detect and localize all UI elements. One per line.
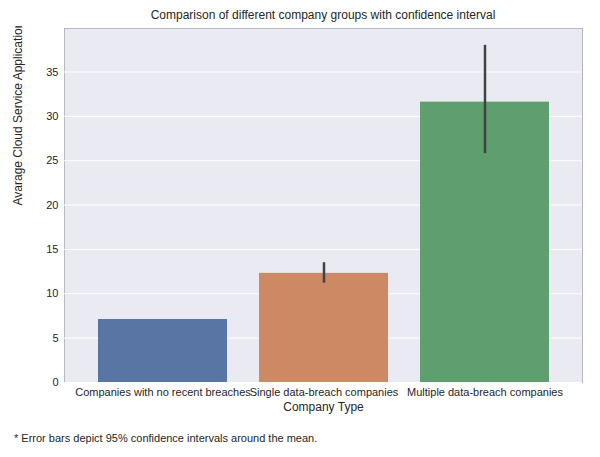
svg-text:30: 30 [46,110,58,122]
svg-text:Single data-breach companies: Single data-breach companies [250,386,399,398]
svg-text:5: 5 [52,332,58,344]
html-text:Comparison of different compan: Comparison of different company groups w… [150,8,496,22]
svg-text:Company Type: Company Type [283,400,364,414]
svg-text:35: 35 [46,65,58,77]
svg-text:15: 15 [46,243,58,255]
svg-text:20: 20 [46,199,58,211]
svg-text:Companies with no recent breac: Companies with no recent breaches [75,386,251,398]
svg-text:Avarage Cloud Service Applicat: Avarage Cloud Service Applications Insta… [11,26,25,206]
svg-text:Multiple data-breach companies: Multiple data-breach companies [407,386,563,398]
svg-text:0: 0 [52,376,58,388]
svg-text:10: 10 [46,287,58,299]
html-text:* Error bars depict 95% confid: * Error bars depict 95% confidence inter… [14,432,318,444]
svg-text:25: 25 [46,154,58,166]
